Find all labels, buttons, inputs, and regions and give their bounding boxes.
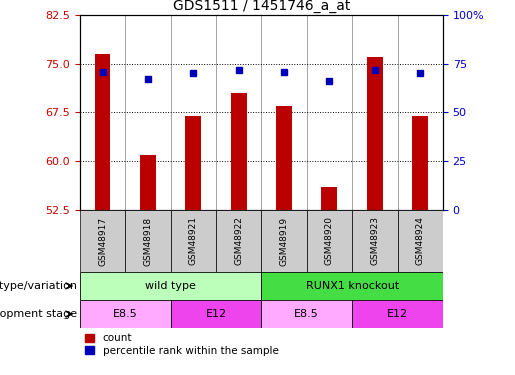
Text: GSM48922: GSM48922 [234, 216, 243, 266]
Text: GSM48918: GSM48918 [143, 216, 152, 266]
Text: GSM48924: GSM48924 [416, 216, 425, 266]
FancyBboxPatch shape [398, 210, 443, 272]
Bar [413, 116, 428, 210]
Text: E8.5: E8.5 [295, 309, 319, 319]
Text: GSM48919: GSM48919 [280, 216, 288, 266]
FancyBboxPatch shape [261, 272, 443, 300]
FancyBboxPatch shape [170, 300, 261, 328]
Text: E12: E12 [205, 309, 227, 319]
Bar [276, 106, 292, 210]
FancyBboxPatch shape [125, 210, 170, 272]
Bar [321, 187, 337, 210]
Text: GSM48920: GSM48920 [325, 216, 334, 266]
FancyBboxPatch shape [170, 210, 216, 272]
Text: GSM48923: GSM48923 [370, 216, 380, 266]
Title: GDS1511 / 1451746_a_at: GDS1511 / 1451746_a_at [173, 0, 350, 13]
Text: RUNX1 knockout: RUNX1 knockout [305, 281, 399, 291]
Text: GSM48917: GSM48917 [98, 216, 107, 266]
Text: genotype/variation: genotype/variation [0, 281, 77, 291]
Legend: count, percentile rank within the sample: count, percentile rank within the sample [85, 333, 279, 356]
FancyBboxPatch shape [80, 300, 170, 328]
FancyBboxPatch shape [307, 210, 352, 272]
Bar [231, 93, 247, 210]
FancyBboxPatch shape [261, 300, 352, 328]
FancyBboxPatch shape [261, 210, 307, 272]
FancyBboxPatch shape [216, 210, 261, 272]
Bar [185, 116, 201, 210]
Text: E12: E12 [387, 309, 408, 319]
Bar [140, 155, 156, 210]
Bar [95, 54, 110, 210]
Text: development stage: development stage [0, 309, 77, 319]
FancyBboxPatch shape [352, 210, 398, 272]
FancyBboxPatch shape [352, 300, 443, 328]
Text: GSM48921: GSM48921 [189, 216, 198, 266]
FancyBboxPatch shape [80, 210, 125, 272]
Text: E8.5: E8.5 [113, 309, 138, 319]
FancyBboxPatch shape [80, 272, 261, 300]
Text: wild type: wild type [145, 281, 196, 291]
Bar [367, 57, 383, 210]
